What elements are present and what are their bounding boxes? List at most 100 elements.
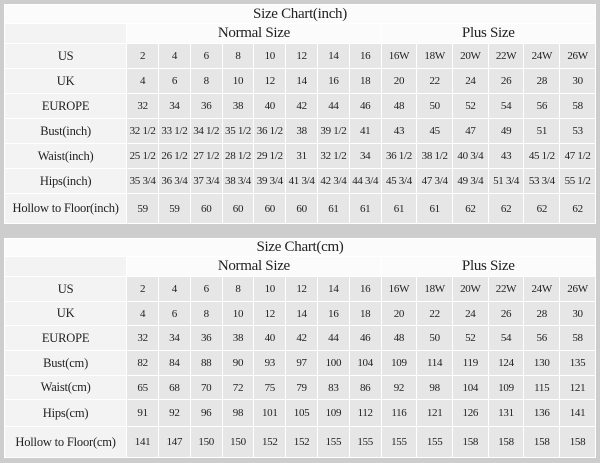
size-cell: 34 <box>157 325 191 351</box>
row-label: EUROPE <box>3 93 128 119</box>
size-cell: 75 <box>253 375 287 400</box>
size-cell: 58 <box>559 325 596 351</box>
size-cell: 2 <box>126 43 160 69</box>
size-cell: 45 3/4 <box>380 168 418 194</box>
table-row: Hollow to Floor(cm) 141 147 150 150 152 152 155… <box>3 426 596 458</box>
size-cell: 16 <box>317 68 350 94</box>
size-cell: 12 <box>285 276 318 302</box>
size-cell: 32 1/2 <box>317 143 350 169</box>
size-cell: 6 <box>189 43 223 69</box>
size-cell: 109 <box>380 350 418 376</box>
row-label: US <box>3 43 128 69</box>
size-cell: 44 <box>316 325 350 351</box>
table-row: Bust(cm) 82 84 88 90 93 97 100 104 109 114 119 124 13… <box>3 350 596 376</box>
size-cell: 4 <box>157 276 191 302</box>
size-cell: 36 <box>189 325 223 351</box>
size-cell: 48 <box>380 93 418 119</box>
row-label: UK <box>3 68 128 94</box>
size-cell: 56 <box>523 325 561 351</box>
group-plus-size: Plus Size <box>380 23 597 44</box>
size-cell: 41 3/4 <box>285 168 318 194</box>
size-cell: 50 <box>416 93 454 119</box>
table-row: EUROPE 32 34 36 38 40 42 44 46 48 50 52 54 56 58 <box>3 325 596 351</box>
size-chart-cm: Size Chart(cm) Normal Size Plus Size US 2 4 6 8… <box>3 238 597 458</box>
size-cell: 6 <box>158 68 191 94</box>
size-cell: 59 <box>126 193 160 224</box>
table-row: UK 4 6 8 10 12 14 16 18 20 22 24 26 28 30 <box>3 68 596 94</box>
size-cell: 60 <box>285 193 318 224</box>
size-cell: 6 <box>189 276 223 302</box>
size-cell: 155 <box>316 426 350 458</box>
size-cell: 41 <box>348 118 382 144</box>
size-cell: 10 <box>253 276 287 302</box>
size-cell: 43 <box>487 143 525 169</box>
size-cell: 36 <box>189 93 223 119</box>
size-cell: 88 <box>189 350 223 376</box>
row-label: Bust(inch) <box>3 118 128 144</box>
row-label: Waist(cm) <box>3 375 128 400</box>
size-cell: 70 <box>189 375 223 400</box>
table-row: UK 4 6 8 10 12 14 16 18 20 22 24 26 28 30 <box>3 301 596 326</box>
size-cell: 38 <box>221 93 255 119</box>
size-cell: 136 <box>523 399 561 427</box>
size-cell: 43 <box>380 118 418 144</box>
size-cell: 49 3/4 <box>452 168 489 194</box>
size-cell: 28 <box>523 301 561 326</box>
size-cell: 62 <box>559 193 596 224</box>
size-cell: 98 <box>416 375 453 400</box>
size-cell: 86 <box>348 375 382 400</box>
size-cell: 30 <box>559 301 596 326</box>
size-cell: 60 <box>221 193 255 224</box>
size-cell: 22W <box>487 43 525 69</box>
size-cell: 4 <box>126 301 159 326</box>
size-cell: 38 1/2 <box>416 143 454 169</box>
size-cell: 40 3/4 <box>452 143 489 169</box>
size-cell: 25 1/2 <box>126 143 160 169</box>
size-cell: 10 <box>221 68 255 94</box>
table-row: US 2 4 6 8 10 12 14 16 16W 18W 20W 22W 24W 26W <box>3 276 596 302</box>
size-cell: 44 3/4 <box>348 168 382 194</box>
size-cell: 39 3/4 <box>253 168 287 194</box>
size-cell: 35 1/2 <box>221 118 255 144</box>
size-cell: 65 <box>126 375 159 400</box>
size-cell: 121 <box>416 399 453 427</box>
row-label: Hips(cm) <box>3 399 128 427</box>
size-cell: 14 <box>316 276 350 302</box>
size-cell: 98 <box>221 399 255 427</box>
chart-title: Size Chart(inch) <box>4 4 596 24</box>
size-cell: 6 <box>157 301 191 326</box>
size-cell: 4 <box>158 43 191 69</box>
size-cell: 52 <box>452 93 489 119</box>
size-cell: 130 <box>523 350 561 376</box>
size-cell: 152 <box>253 426 287 458</box>
size-cell: 112 <box>348 399 382 427</box>
size-cell: 58 <box>559 93 596 119</box>
size-cell: 4 <box>126 68 160 94</box>
size-cell: 36 1/2 <box>253 118 287 144</box>
size-cell: 158 <box>487 426 525 458</box>
row-label: EUROPE <box>3 325 128 351</box>
size-cell: 53 <box>559 118 596 144</box>
size-cell: 45 1/2 <box>523 143 561 169</box>
size-cell: 8 <box>189 301 223 326</box>
size-cell: 59 <box>158 193 191 224</box>
size-cell: 84 <box>157 350 191 376</box>
size-cell: 26 <box>487 68 525 94</box>
size-cell: 115 <box>523 375 561 400</box>
size-cell: 79 <box>285 375 318 400</box>
size-cell: 28 1/2 <box>221 143 255 169</box>
group-normal-size: Normal Size <box>126 23 382 44</box>
size-cell: 2 <box>126 276 159 302</box>
size-cell: 33 1/2 <box>158 118 191 144</box>
size-cell: 56 <box>523 93 561 119</box>
size-cell: 141 <box>559 399 596 427</box>
size-cell: 36 1/2 <box>380 143 418 169</box>
size-cell: 26W <box>559 276 596 302</box>
size-cell: 97 <box>285 350 318 376</box>
table-row: US 2 4 6 8 10 12 14 16 16W 18W 20W 22W 24W 26W <box>3 43 596 69</box>
size-cell: 28 <box>523 68 561 94</box>
size-cell: 30 <box>559 68 596 94</box>
size-cell: 18W <box>416 43 454 69</box>
size-cell: 18 <box>348 68 382 94</box>
table-row: Waist(inch) 25 1/2 26 1/2 27 1/2 28 1/2 29 1/… <box>3 143 596 169</box>
